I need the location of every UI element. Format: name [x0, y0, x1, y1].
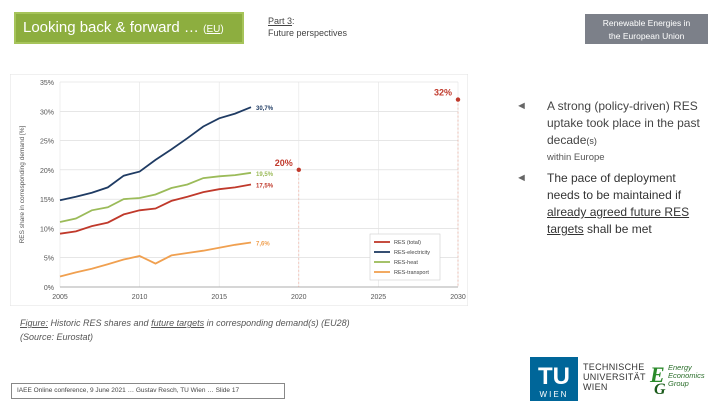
bullet-1: ◄ A strong (policy-driven) RES uptake to…	[516, 98, 706, 166]
y-tick-label: 25%	[40, 139, 54, 146]
x-tick-label: 2005	[52, 294, 68, 301]
slide-title: Looking back & forward … (EU)	[14, 12, 244, 44]
series-end-label: 19,5%	[256, 172, 274, 178]
x-tick-label: 2015	[211, 294, 227, 301]
y-tick-label: 20%	[40, 168, 54, 175]
caption-text-1: Historic RES shares and	[48, 318, 152, 328]
tu-logo: TU WIEN	[530, 357, 578, 401]
tu-logo-bg	[530, 357, 578, 401]
series-end-label: 17,5%	[256, 184, 274, 190]
eeg-name: Energy Economics Group	[668, 364, 705, 388]
title-eu: EU	[206, 24, 221, 35]
legend-entry: RES-heat	[394, 260, 418, 266]
bullet-arrow-icon: ◄	[516, 172, 527, 184]
eeg-logo-icon: E G	[649, 362, 666, 396]
target-marker	[296, 167, 301, 173]
bullet-2-post: shall be met	[583, 222, 652, 236]
y-axis-label: RES share in corresponding demand [%]	[19, 125, 26, 243]
eeg-line-1: Energy	[668, 363, 692, 372]
caption-fig-label: Figure:	[20, 318, 49, 328]
topic-line-2: the European Union	[608, 31, 685, 41]
series-end-label: 30,7%	[256, 106, 274, 112]
y-tick-label: 10%	[40, 226, 54, 233]
eeg-line-3: Group	[668, 379, 689, 388]
bullet-1-sub: within Europe	[547, 152, 605, 163]
x-tick-label: 2025	[371, 294, 387, 301]
bullet-2-pre: The pace of deployment needs to be maint…	[547, 171, 682, 202]
bullet-list: ◄ A strong (policy-driven) RES uptake to…	[516, 98, 706, 238]
x-tick-label: 2030	[450, 294, 466, 301]
caption-text-2: in corresponding demand(s)	[204, 318, 322, 328]
bullet-1-text: A strong (policy-driven) RES uptake took…	[547, 99, 700, 147]
y-tick-label: 0%	[44, 285, 54, 292]
topic-badge: Renewable Energies in the European Union	[585, 14, 708, 44]
y-tick-label: 35%	[40, 80, 54, 87]
title-paren-close: )	[220, 24, 224, 35]
target-label: 32%	[434, 88, 452, 98]
title-main: Looking back & forward …	[23, 19, 199, 36]
footer: IAEE Online conference, 9 June 2021 … Gu…	[11, 383, 285, 399]
target-marker	[455, 97, 461, 102]
tu-name: TECHNISCHE UNIVERSITÄT WIEN	[583, 362, 646, 392]
title-paren-open: (	[203, 24, 207, 35]
bullet-arrow-icon: ◄	[516, 100, 527, 112]
bullet-1-suffix: (s)	[586, 136, 597, 146]
caption-eu28: (EU28)	[321, 318, 350, 328]
part-colon: :	[292, 16, 295, 26]
legend-entry: RES-electricity	[394, 250, 430, 256]
svg-text:G: G	[654, 381, 666, 396]
part-label: Part 3	[268, 16, 293, 26]
topic-line-1: Renewable Energies in	[602, 18, 691, 28]
svg-text:E: E	[649, 362, 665, 387]
tu-line-2: UNIVERSITÄT	[583, 372, 646, 382]
figure-caption: Figure: Historic RES shares and future t…	[20, 316, 350, 344]
legend-entry: RES (total)	[394, 240, 421, 246]
target-label: 20%	[275, 158, 293, 168]
tu-logo-mark: TU	[538, 363, 570, 390]
part-subtitle: Future perspectives	[268, 28, 348, 38]
series-line	[59, 241, 252, 278]
caption-source: (Source: Eurostat)	[20, 332, 94, 342]
bullet-2-link: already agreed future RES targets	[547, 205, 690, 236]
y-tick-label: 5%	[44, 256, 54, 263]
tu-line-1: TECHNISCHE	[583, 362, 645, 372]
eeg-line-2: Economics	[668, 371, 705, 380]
part-heading: Part 3: Future perspectives	[268, 15, 347, 39]
caption-future-targets: future targets	[151, 318, 205, 328]
x-tick-label: 2010	[132, 294, 148, 301]
legend-entry: RES-transport	[394, 270, 429, 276]
x-tick-label: 2020	[291, 294, 307, 301]
tu-line-3: WIEN	[583, 382, 608, 392]
y-tick-label: 15%	[40, 197, 54, 204]
tu-logo-sub: WIEN	[540, 390, 569, 399]
y-tick-label: 30%	[40, 109, 54, 116]
series-line	[59, 183, 252, 235]
series-end-label: 7,6%	[256, 241, 270, 247]
series-line	[59, 106, 252, 202]
res-share-chart: 0% 5% 10% 15% 20% 25% 30% 35% 2005 2010 2015 2020 20…	[10, 74, 468, 306]
bullet-2: ◄ The pace of deployment needs to be mai…	[516, 170, 706, 238]
series-line	[59, 171, 252, 223]
